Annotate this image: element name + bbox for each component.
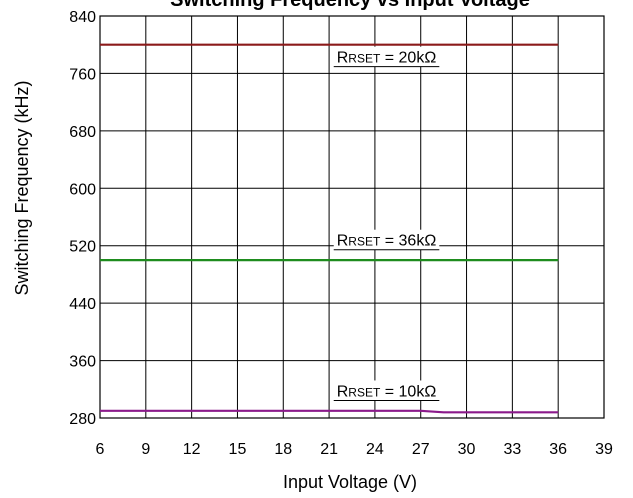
chart-title: Switching Frequency vs Input Voltage (170, 0, 530, 11)
x-tick-label: 21 (320, 441, 338, 458)
annotation-background (333, 46, 440, 67)
x-tick-label: 6 (96, 441, 105, 458)
annotation-r36k: RRSET = 36kΩ (337, 233, 437, 250)
x-axis-label: Input Voltage (V) (283, 472, 417, 492)
y-axis-label: Switching Frequency (kHz) (12, 80, 32, 295)
x-tick-label: 15 (229, 441, 247, 458)
x-tick-label: 27 (412, 441, 430, 458)
x-tick-label: 36 (549, 441, 567, 458)
x-tick-label: 9 (141, 441, 150, 458)
y-tick-label: 680 (69, 124, 96, 141)
axes (99, 15, 605, 419)
annotations: RRSET = 20kΩ RRSET = 36kΩ RRSET = 10kΩ (333, 46, 440, 401)
x-tick-label: 24 (366, 441, 384, 458)
series-line-r10k (100, 409, 559, 414)
y-tick-label: 520 (69, 239, 96, 256)
annotation-background (333, 380, 440, 401)
x-tick-label: 39 (595, 441, 613, 458)
y-tick-label: 600 (69, 181, 96, 198)
y-tick-label: 280 (69, 411, 96, 428)
x-tick-label: 30 (458, 441, 476, 458)
tick-labels: 6 9 12 15 18 21 24 27 30 33 36 39 280 360 440 520 600 680… (69, 9, 613, 458)
y-tick-label: 440 (69, 296, 96, 313)
annotation-background (333, 229, 440, 250)
x-tick-label: 18 (274, 441, 292, 458)
series-lines (100, 43, 559, 414)
annotation-r20k: RRSET = 20kΩ (337, 50, 437, 67)
x-tick-label: 12 (183, 441, 201, 458)
x-tick-label: 33 (503, 441, 521, 458)
y-tick-label: 840 (69, 9, 96, 26)
annotation-r10k: RRSET = 10kΩ (337, 383, 437, 400)
plot-area-border (99, 15, 605, 419)
y-tick-label: 760 (69, 66, 96, 83)
y-tick-label: 360 (69, 354, 96, 371)
grid (99, 15, 605, 419)
